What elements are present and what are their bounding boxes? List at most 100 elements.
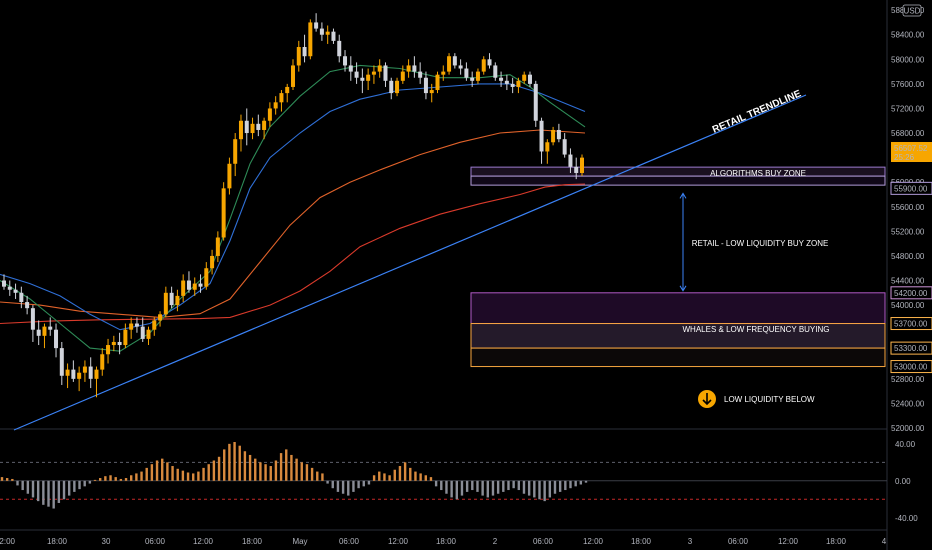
whales-zone [470, 323, 886, 349]
oscillator-bar [274, 460, 278, 481]
candle [244, 120, 249, 134]
candle [169, 292, 174, 306]
candle [134, 323, 139, 327]
oscillator-bar [383, 473, 386, 481]
oscillator-bar [98, 478, 102, 481]
candle [337, 40, 342, 57]
oscillator-bar [83, 480, 86, 487]
time-tick-label: 12:00 [388, 537, 409, 546]
candle [158, 314, 163, 321]
candle [181, 280, 186, 296]
candle [412, 65, 417, 72]
oscillator-bar [527, 480, 531, 496]
oscillator-bar [233, 442, 236, 481]
price-axis[interactable]: 58800.0058400.0058000.0057600.0057200.00… [890, 4, 932, 433]
time-tick-label: 06:00 [728, 537, 749, 546]
candle [215, 237, 220, 256]
candle [82, 366, 87, 373]
candle [256, 123, 261, 130]
oscillator-bar [217, 456, 221, 481]
oscillator-bar [114, 477, 117, 481]
price-tick-label: 57600.00 [891, 80, 925, 89]
candle [319, 28, 324, 35]
candle [366, 74, 371, 81]
oscillator-bar [279, 453, 283, 481]
candle [77, 372, 82, 379]
oscillator-bar [67, 480, 71, 496]
candle [458, 65, 463, 69]
oscillator-bar [481, 480, 484, 496]
candle [285, 86, 290, 94]
oscillator-bar [398, 466, 402, 481]
candle [123, 329, 128, 346]
candle [71, 369, 76, 379]
bottom-band [470, 347, 886, 368]
time-tick-label: 06:00 [533, 537, 554, 546]
candle [429, 90, 434, 94]
candle [499, 77, 504, 81]
oscillator-bar [243, 451, 247, 481]
oscillator-bar [197, 471, 200, 481]
candle [389, 80, 394, 94]
candle [19, 292, 24, 303]
oscillator-bar [341, 480, 345, 494]
oscillator-bar [295, 458, 298, 481]
time-tick-label: 12:00 [193, 537, 214, 546]
whale-upper-band [470, 292, 886, 325]
time-tick-label: 18:00 [631, 537, 652, 546]
oscillator-bar [538, 480, 541, 500]
oscillator-bar [42, 480, 45, 505]
candle [279, 93, 284, 103]
oscillator-bar [62, 480, 66, 500]
price-level-value: 53300.00 [894, 344, 928, 353]
oscillator-bar [445, 480, 448, 494]
candle [267, 108, 272, 121]
candle [470, 77, 475, 81]
oscillator-bar [202, 467, 205, 481]
candle [383, 65, 388, 81]
oscillator-bar [316, 471, 319, 481]
oscillator-bar [419, 473, 422, 481]
oscillator-bar [88, 480, 92, 484]
time-axis[interactable]: 12:00 18:00 30 06:00 12:00 18:00 May 06:00 12:00… [0, 537, 887, 546]
time-tick-label: 18:00 [242, 537, 263, 546]
oscillator-bar [140, 471, 143, 481]
oscillator-bar [16, 480, 19, 486]
oscillator-bar [119, 478, 123, 481]
time-tick-label: 18:00 [826, 537, 847, 546]
time-tick-label: 06:00 [339, 537, 360, 546]
current-price-tag [891, 142, 932, 162]
candle [510, 83, 515, 87]
oscillator-bar [36, 480, 40, 502]
oscillator-bar [223, 449, 226, 481]
candle [140, 326, 145, 339]
oscillator-bar [26, 480, 30, 494]
oscillator-bar [512, 480, 515, 489]
price-tick-label: 56800.00 [891, 129, 925, 138]
oscillator-bar [52, 480, 55, 509]
oscillator-bar [166, 462, 169, 481]
price-level-value: 55900.00 [894, 184, 928, 193]
oscillator-bar [269, 466, 272, 481]
candle [296, 47, 301, 66]
candle [348, 65, 353, 72]
candle [568, 154, 573, 167]
trendline-layer [13, 94, 807, 431]
oscillator-bar [367, 480, 371, 485]
oscillator-bar [248, 454, 252, 481]
oscillator-bar [502, 480, 505, 492]
oscillator-bar [124, 478, 128, 481]
oscillator-bar [228, 443, 231, 481]
oscillator-bar [450, 480, 453, 498]
candle [48, 326, 53, 330]
oscillator-bar [424, 475, 427, 481]
candle [210, 255, 215, 269]
candle [94, 369, 99, 379]
candle [527, 74, 532, 84]
candle [395, 80, 400, 94]
price-level-tag [890, 341, 932, 355]
oscillator-bar [212, 460, 216, 481]
